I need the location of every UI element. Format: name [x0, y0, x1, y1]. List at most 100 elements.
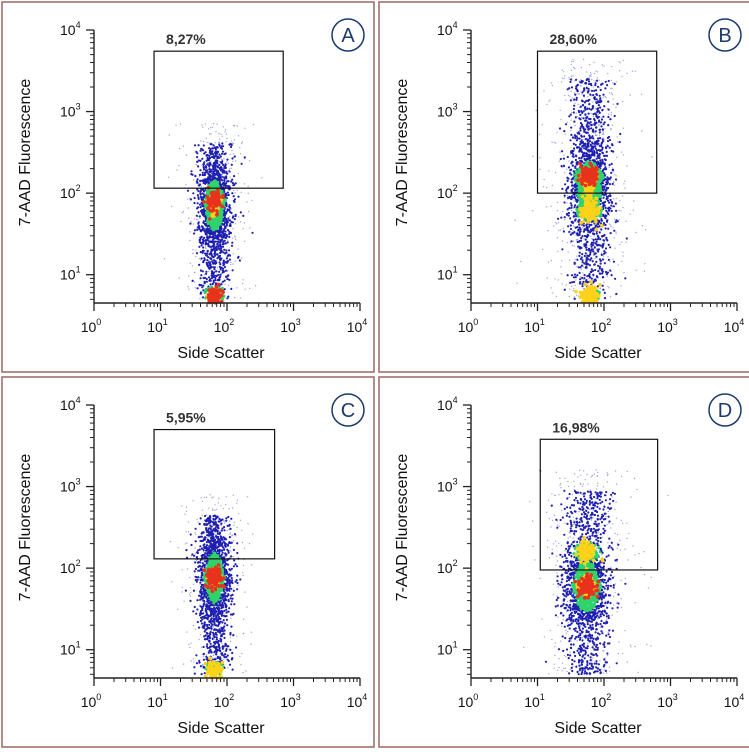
- scatter-point: [222, 174, 223, 175]
- scatter-point: [194, 281, 195, 282]
- scatter-point: [567, 274, 569, 276]
- scatter-point: [205, 212, 208, 215]
- scatter-point: [563, 155, 564, 156]
- scatter-point: [618, 264, 619, 265]
- scatter-point: [237, 190, 238, 191]
- scatter-point: [208, 271, 209, 272]
- scatter-point: [217, 151, 219, 153]
- scatter-point: [212, 153, 214, 155]
- scatter-point: [235, 261, 236, 262]
- scatter-point: [570, 242, 571, 243]
- scatter-point: [233, 175, 235, 177]
- scatter-point: [212, 235, 214, 237]
- scatter-point: [231, 168, 232, 169]
- tick-base: 10: [280, 319, 296, 335]
- scatter-point: [575, 79, 577, 81]
- scatter-point: [630, 94, 631, 95]
- scatter-point: [572, 232, 574, 234]
- tick-base: 10: [60, 267, 76, 283]
- scatter-point: [621, 76, 622, 77]
- scatter-point: [589, 231, 591, 233]
- scatter-point: [597, 100, 599, 102]
- scatter-point: [196, 252, 198, 254]
- scatter-point: [236, 287, 237, 288]
- scatter-point: [223, 263, 225, 265]
- scatter-point: [573, 143, 575, 145]
- scatter-point: [578, 203, 581, 206]
- scatter-point: [220, 505, 221, 506]
- scatter-point: [572, 245, 573, 246]
- scatter-point: [214, 199, 218, 203]
- scatter-point: [590, 271, 592, 273]
- scatter-point: [224, 240, 226, 242]
- scatter-point: [207, 251, 209, 253]
- tick-base: 10: [81, 319, 97, 335]
- scatter-point: [186, 511, 187, 512]
- scatter-point: [218, 154, 220, 156]
- scatter-point: [571, 210, 572, 211]
- scatter-point: [582, 214, 586, 218]
- scatter-point: [579, 232, 581, 234]
- scatter-point: [599, 101, 601, 103]
- scatter-point: [227, 217, 229, 219]
- scatter-point: [577, 93, 578, 94]
- scatter-point: [207, 177, 209, 179]
- scatter-point: [572, 137, 574, 139]
- scatter-point: [595, 194, 598, 197]
- scatter-point: [581, 285, 583, 287]
- scatter-point: [225, 177, 227, 179]
- scatter-point: [597, 110, 599, 112]
- scatter-point: [562, 283, 563, 284]
- scatter-point: [581, 265, 583, 267]
- scatter-point: [610, 129, 611, 130]
- scatter-point: [598, 114, 599, 115]
- scatter-point: [558, 279, 559, 280]
- scatter-point: [602, 197, 604, 199]
- scatter-point: [213, 266, 215, 268]
- scatter-point: [571, 64, 572, 65]
- scatter-point: [605, 190, 607, 192]
- scatter-point: [588, 134, 590, 136]
- scatter-point: [573, 200, 574, 201]
- scatter-point: [602, 140, 604, 142]
- scatter-point: [218, 157, 220, 159]
- scatter-point: [197, 226, 199, 228]
- tick-base: 10: [437, 267, 453, 283]
- scatter-point: [599, 97, 601, 99]
- scatter-point: [239, 259, 241, 261]
- scatter-point: [600, 183, 602, 185]
- scatter-point: [208, 142, 209, 143]
- scatter-point: [615, 175, 616, 176]
- scatter-point: [218, 277, 220, 279]
- scatter-point: [590, 215, 594, 219]
- scatter-point: [200, 634, 201, 635]
- scatter-point: [574, 298, 576, 300]
- scatter-point: [215, 270, 217, 272]
- scatter-point: [626, 237, 628, 239]
- scatter-point: [202, 241, 204, 243]
- scatter-point: [568, 87, 570, 89]
- scatter-point: [589, 75, 590, 76]
- scatter-point: [203, 161, 205, 163]
- tick-exponent: 4: [739, 317, 744, 327]
- scatter-point: [211, 256, 213, 258]
- scatter-point: [242, 215, 244, 217]
- scatter-point: [223, 233, 225, 235]
- scatter-point: [609, 269, 611, 271]
- scatter-point: [206, 253, 208, 255]
- scatter-point: [244, 183, 245, 184]
- scatter-point: [196, 164, 197, 165]
- panel-border: [2, 2, 374, 372]
- scatter-point: [194, 144, 196, 146]
- tick-exponent: 2: [606, 317, 611, 327]
- scatter-point: [595, 70, 596, 71]
- scatter-point: [602, 285, 604, 287]
- scatter-point: [575, 218, 577, 220]
- scatter-point: [623, 60, 624, 61]
- scatter-point: [228, 231, 230, 233]
- scatter-point: [575, 215, 577, 217]
- scatter-point: [574, 137, 576, 139]
- scatter-point: [542, 124, 543, 125]
- scatter-point: [574, 245, 575, 246]
- scatter-point: [208, 171, 210, 173]
